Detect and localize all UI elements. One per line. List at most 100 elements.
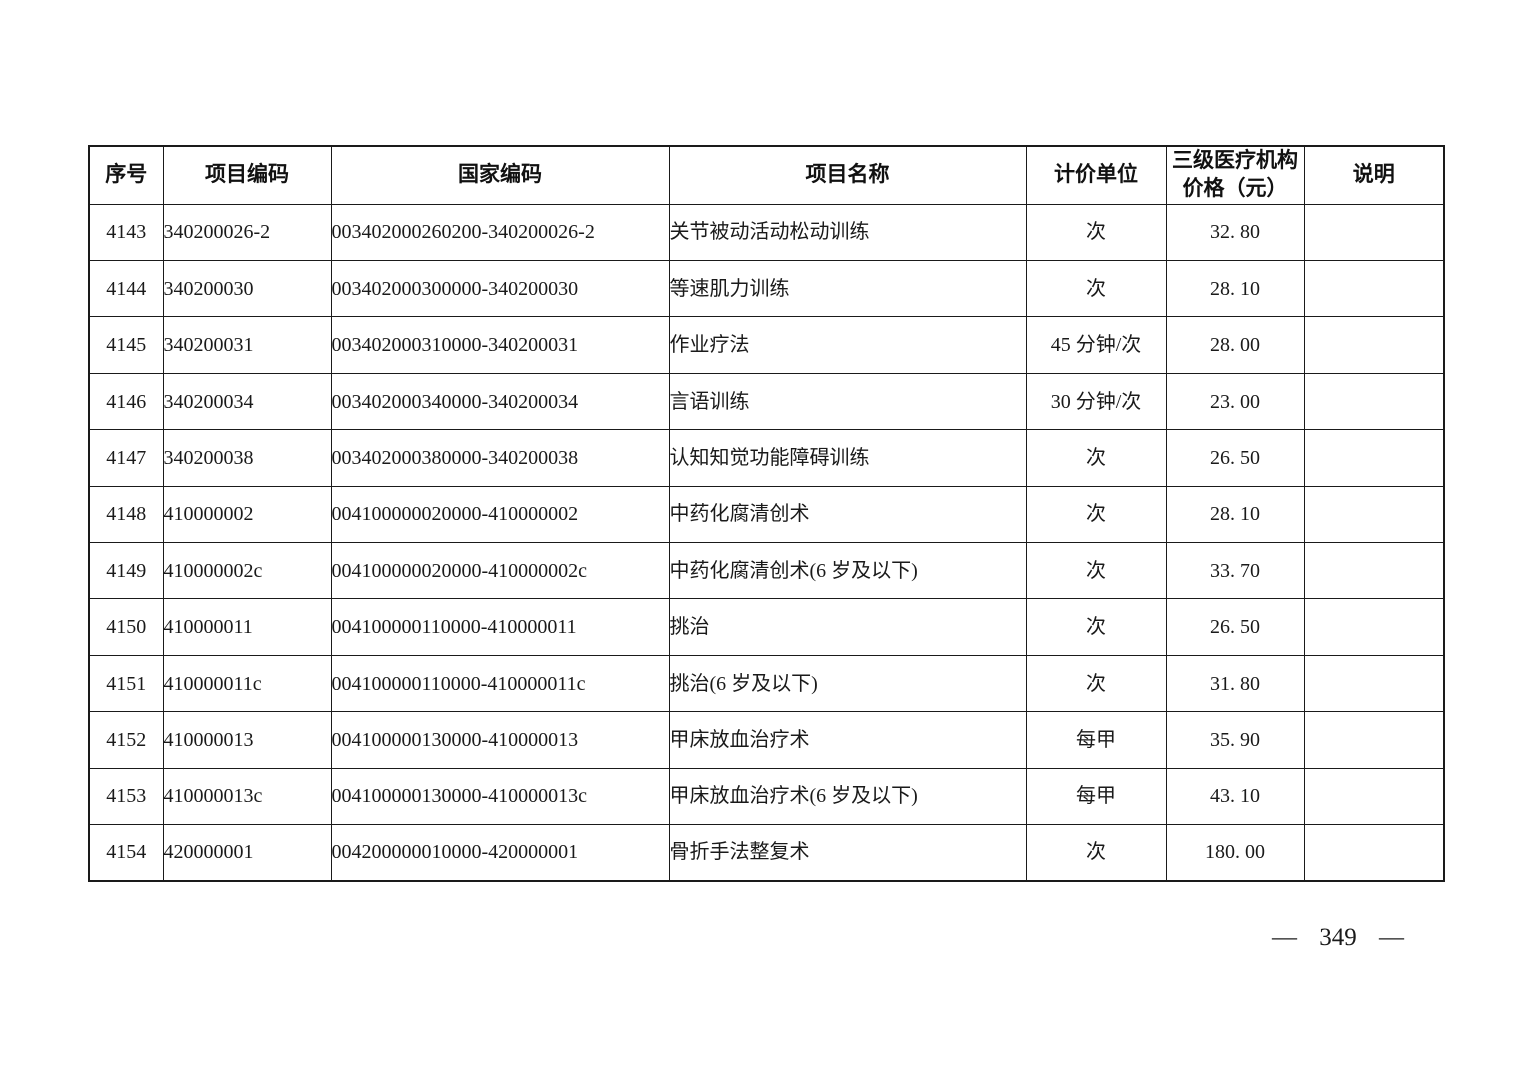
cell-project-code: 410000002: [162, 485, 332, 544]
cell-price: 43. 10: [1165, 767, 1305, 825]
table-row: 4152 410000013 004100000130000-410000013…: [88, 711, 1445, 769]
cell-price: 33. 70: [1165, 542, 1305, 600]
cell-project-name: 甲床放血治疗术(6 岁及以下): [668, 767, 1027, 825]
cell-project-code: 410000011: [162, 598, 332, 656]
cell-project-name: 中药化腐清创术: [668, 485, 1027, 544]
cell-project-code: 410000013c: [162, 767, 332, 825]
price-table: 序号 项目编码 国家编码 项目名称 计价单位 三级医疗机构 价格（元） 说明 4143 34…: [88, 145, 1445, 882]
cell-national-code: 003402000340000-340200034: [330, 372, 670, 431]
cell-national-code: 004100000020000-410000002c: [330, 542, 670, 600]
cell-project-name: 等速肌力训练: [668, 260, 1027, 318]
cell-seq: 4144: [88, 260, 164, 318]
cell-project-name: 骨折手法整复术: [668, 823, 1027, 882]
cell-seq: 4146: [88, 372, 164, 431]
cell-price: 28. 10: [1165, 260, 1305, 318]
table-body: 4143 340200026-2 003402000260200-3402000…: [88, 203, 1445, 882]
cell-project-name: 甲床放血治疗术: [668, 711, 1027, 769]
cell-price: 26. 50: [1165, 429, 1305, 487]
cell-seq: 4143: [88, 203, 164, 262]
cell-unit: 次: [1025, 823, 1167, 882]
cell-note: [1303, 260, 1445, 318]
column-header: 序号: [88, 145, 164, 205]
cell-seq: 4148: [88, 485, 164, 544]
cell-unit: 次: [1025, 542, 1167, 600]
cell-seq: 4154: [88, 823, 164, 882]
table-row: 4146 340200034 003402000340000-340200034…: [88, 372, 1445, 431]
cell-project-name: 认知知觉功能障碍训练: [668, 429, 1027, 487]
cell-note: [1303, 654, 1445, 713]
table-row: 4151 410000011c 004100000110000-41000001…: [88, 654, 1445, 713]
cell-note: [1303, 542, 1445, 600]
cell-national-code: 004100000130000-410000013: [330, 711, 670, 769]
cell-unit: 次: [1025, 260, 1167, 318]
header-row: 序号 项目编码 国家编码 项目名称 计价单位 三级医疗机构 价格（元） 说明: [88, 145, 1445, 205]
cell-seq: 4152: [88, 711, 164, 769]
cell-unit: 每甲: [1025, 767, 1167, 825]
column-header: 说明: [1303, 145, 1445, 205]
cell-national-code: 004100000110000-410000011c: [330, 654, 670, 713]
cell-project-code: 340200026-2: [162, 203, 332, 262]
cell-note: [1303, 316, 1445, 374]
cell-price: 31. 80: [1165, 654, 1305, 713]
cell-unit: 次: [1025, 598, 1167, 656]
page-number: — 349 —: [1272, 924, 1404, 951]
cell-project-name: 作业疗法: [668, 316, 1027, 374]
cell-price: 23. 00: [1165, 372, 1305, 431]
cell-price: 180. 00: [1165, 823, 1305, 882]
table-row: 4149 410000002c 004100000020000-41000000…: [88, 542, 1445, 600]
cell-price: 28. 00: [1165, 316, 1305, 374]
cell-national-code: 004100000110000-410000011: [330, 598, 670, 656]
cell-project-code: 340200038: [162, 429, 332, 487]
cell-project-name: 关节被动活动松动训练: [668, 203, 1027, 262]
cell-seq: 4149: [88, 542, 164, 600]
cell-national-code: 003402000260200-340200026-2: [330, 203, 670, 262]
cell-project-code: 410000011c: [162, 654, 332, 713]
cell-note: [1303, 767, 1445, 825]
cell-unit: 30 分钟/次: [1025, 372, 1167, 431]
cell-price: 32. 80: [1165, 203, 1305, 262]
cell-project-code: 420000001: [162, 823, 332, 882]
table-row: 4144 340200030 003402000300000-340200030…: [88, 260, 1445, 318]
cell-unit: 次: [1025, 429, 1167, 487]
table-row: 4147 340200038 003402000380000-340200038…: [88, 429, 1445, 487]
table-row: 4150 410000011 004100000110000-410000011…: [88, 598, 1445, 656]
table-row: 4153 410000013c 004100000130000-41000001…: [88, 767, 1445, 825]
cell-project-name: 中药化腐清创术(6 岁及以下): [668, 542, 1027, 600]
cell-national-code: 004100000130000-410000013c: [330, 767, 670, 825]
cell-project-name: 挑治(6 岁及以下): [668, 654, 1027, 713]
cell-seq: 4147: [88, 429, 164, 487]
cell-unit: 45 分钟/次: [1025, 316, 1167, 374]
table-row: 4154 420000001 004200000010000-420000001…: [88, 823, 1445, 882]
cell-price: 26. 50: [1165, 598, 1305, 656]
cell-unit: 次: [1025, 654, 1167, 713]
cell-project-code: 340200030: [162, 260, 332, 318]
cell-note: [1303, 203, 1445, 262]
cell-note: [1303, 372, 1445, 431]
cell-unit: 次: [1025, 485, 1167, 544]
column-header: 三级医疗机构 价格（元）: [1165, 145, 1305, 205]
table-header: 序号 项目编码 国家编码 项目名称 计价单位 三级医疗机构 价格（元） 说明: [88, 145, 1445, 205]
cell-national-code: 003402000300000-340200030: [330, 260, 670, 318]
cell-project-code: 340200031: [162, 316, 332, 374]
column-header: 计价单位: [1025, 145, 1167, 205]
cell-seq: 4151: [88, 654, 164, 713]
table-row: 4145 340200031 003402000310000-340200031…: [88, 316, 1445, 374]
cell-note: [1303, 711, 1445, 769]
cell-national-code: 003402000380000-340200038: [330, 429, 670, 487]
cell-national-code: 003402000310000-340200031: [330, 316, 670, 374]
cell-seq: 4150: [88, 598, 164, 656]
cell-national-code: 004100000020000-410000002: [330, 485, 670, 544]
table-row: 4143 340200026-2 003402000260200-3402000…: [88, 203, 1445, 262]
cell-project-code: 410000002c: [162, 542, 332, 600]
column-header: 国家编码: [330, 145, 670, 205]
column-header: 项目名称: [668, 145, 1027, 205]
cell-project-code: 340200034: [162, 372, 332, 431]
cell-project-name: 挑治: [668, 598, 1027, 656]
cell-price: 28. 10: [1165, 485, 1305, 544]
cell-note: [1303, 823, 1445, 882]
cell-project-code: 410000013: [162, 711, 332, 769]
cell-note: [1303, 485, 1445, 544]
cell-note: [1303, 598, 1445, 656]
cell-price: 35. 90: [1165, 711, 1305, 769]
